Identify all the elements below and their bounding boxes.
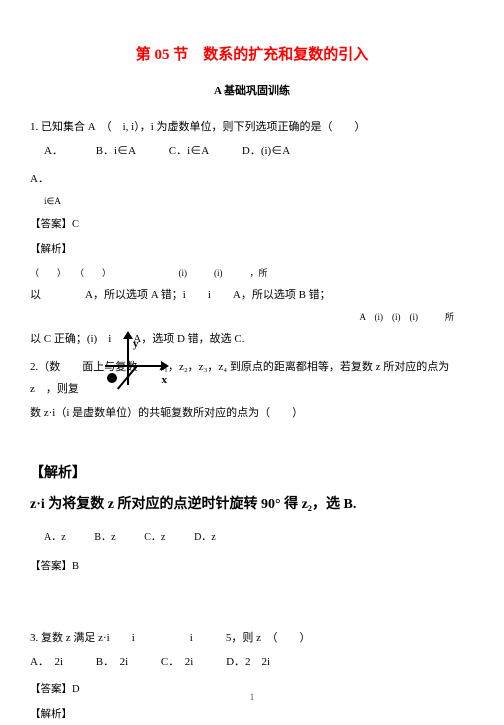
- page-number: 1: [0, 688, 504, 706]
- q3-options: A． 2i B． 2i C． 2i D．2 2i: [30, 651, 474, 673]
- q2-explanation-body: z·i 为将复数 z 所对应的点逆时针旋转 90° 得 z₂，选 B.: [30, 494, 474, 516]
- q2-options-small: A．z B．z C．z D．z: [44, 526, 474, 548]
- q1-explanation-label: 【解析】: [30, 239, 474, 260]
- q1-expl-2: 以 A，所以选项 A 错；i i A，所以选项 B 错；: [30, 284, 474, 306]
- q1-opt-a: A．: [44, 145, 63, 157]
- q1-opt-c: C．i∈A: [169, 145, 209, 157]
- q1-line-a: A．: [30, 168, 474, 190]
- q1-note: i∈A: [44, 192, 474, 210]
- q1-opt-b: B．i∈A: [96, 145, 136, 157]
- q2-stem: 2.（数 面上与复数 z₁，z₂，z₃，z₄ 到原点的距离都相等，若复数 z 所…: [30, 356, 474, 400]
- q1-options: A． B．i∈A C．i∈A D．(i)∈A: [44, 140, 474, 162]
- section-subtitle: A 基础巩固训练: [30, 80, 474, 102]
- q3-opt-b: B． 2i: [96, 656, 128, 668]
- q1-answer: 【答案】C: [30, 214, 474, 235]
- q2-answer: 【答案】B: [30, 556, 474, 577]
- q1-stem: 1. 已知集合 A （ i, i），i 为虚数单位，则下列选项正确的是（ ）: [30, 116, 474, 138]
- q3-opt-a: A． 2i: [30, 656, 63, 668]
- q2-opt-a: A．z: [44, 532, 66, 543]
- q2-opt-b: B．z: [94, 532, 115, 543]
- axis-y-label: y: [133, 333, 139, 355]
- q3-opt-c: C． 2i: [161, 656, 193, 668]
- q3-opt-d: D．2 2i: [226, 656, 270, 668]
- q1-opt-d: D．(i)∈A: [242, 145, 290, 157]
- coordinate-axis-diagram: y x: [105, 335, 165, 395]
- q2-opt-d: D．z: [194, 532, 216, 543]
- q1-expl-4: 以 C 正确；(i) i A，选项 D 错，故选 C.: [30, 328, 474, 350]
- q2-explanation-label: 【解析】: [30, 458, 474, 486]
- q2-stem-2: 数 z·i（i 是虚数单位）的共轭复数所对应的点为（ ）: [30, 402, 474, 424]
- section-title: 第 05 节 数系的扩充和复数的引入: [30, 40, 474, 70]
- q3-explanation-label: 【解析】: [30, 704, 474, 725]
- q1-expl-1: （ ） （ ） (i) (i) ，所: [30, 264, 474, 282]
- q2-opt-c: C．z: [144, 532, 165, 543]
- q3-stem: 3. 复数 z 满足 z·i i i 5，则 z （ ）: [30, 627, 474, 649]
- q1-expl-3: A (i) (i) (i) 所: [30, 308, 474, 326]
- axis-x-label: x: [162, 369, 168, 391]
